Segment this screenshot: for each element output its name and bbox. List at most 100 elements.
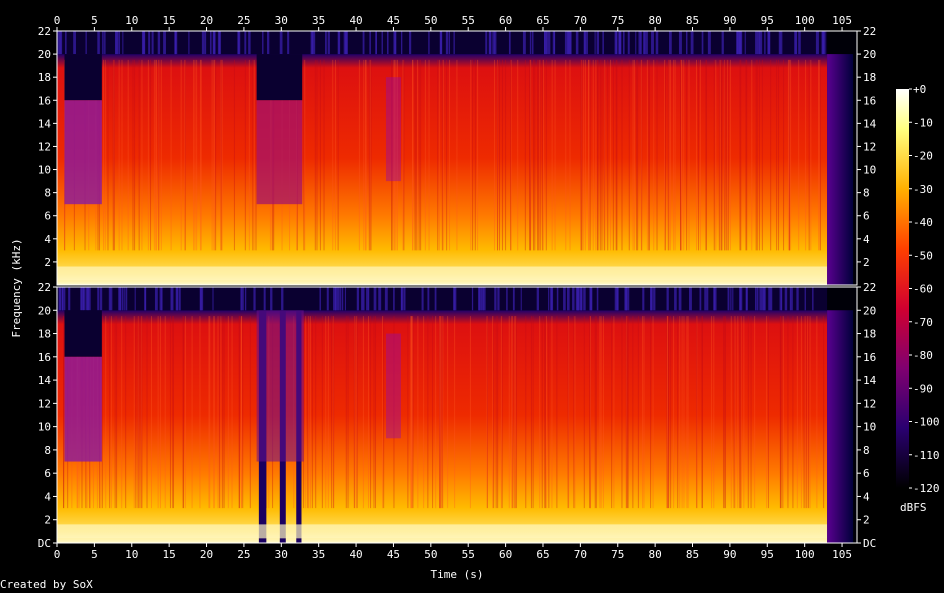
x-tick-label: 35 <box>312 548 325 561</box>
y-tick-label: 10 <box>38 421 51 434</box>
x-tick-label: 25 <box>237 548 250 561</box>
x-tick-label: 85 <box>686 548 699 561</box>
x-tick-label: 75 <box>611 14 624 27</box>
y-tick-label: 10 <box>863 164 876 177</box>
y-tick-label: 18 <box>38 328 51 341</box>
y-tick-label: 16 <box>863 351 876 364</box>
x-tick-label: 25 <box>237 14 250 27</box>
x-tick-label: 50 <box>424 14 437 27</box>
x-tick-label: 55 <box>462 548 475 561</box>
x-tick-label: 0 <box>54 14 61 27</box>
x-tick-label: 100 <box>795 14 815 27</box>
y-tick-label: 12 <box>863 397 876 410</box>
y-tick-label: 8 <box>863 444 870 457</box>
colorbar-tick-label: -110 <box>913 449 940 462</box>
colorbar-tick-label: -120 <box>913 482 940 495</box>
x-tick-label: 35 <box>312 14 325 27</box>
fade-out-region <box>827 310 854 543</box>
x-axis-label: Time (s) <box>431 568 484 581</box>
y-tick-label: 22 <box>863 25 876 38</box>
y-tick-label: 14 <box>38 117 52 130</box>
x-tick-label: 50 <box>424 548 437 561</box>
y-tick-label: 4 <box>44 233 51 246</box>
x-tick-label: 5 <box>91 14 98 27</box>
y-tick-label: DC <box>863 537 876 550</box>
x-tick-label: 80 <box>649 14 662 27</box>
colorbar-tick-label: -80 <box>913 349 933 362</box>
y-tick-label: DC <box>38 537 51 550</box>
x-tick-label: 85 <box>686 14 699 27</box>
spectrogram-body <box>57 54 828 285</box>
colorbar <box>896 89 909 488</box>
y-tick-label: 20 <box>38 48 51 61</box>
x-tick-label: 80 <box>649 548 662 561</box>
colorbar-label: dBFS <box>900 501 927 514</box>
x-tick-label: 15 <box>163 548 176 561</box>
x-tick-label: 20 <box>200 548 213 561</box>
x-tick-label: 0 <box>54 548 61 561</box>
x-tick-label: 90 <box>723 14 736 27</box>
x-tick-label: 45 <box>387 14 400 27</box>
x-tick-label: 70 <box>574 548 587 561</box>
colorbar-tick-label: +0 <box>913 83 926 96</box>
x-tick-label: 45 <box>387 548 400 561</box>
y-tick-label: 2 <box>863 256 870 269</box>
y-tick-label: 6 <box>44 467 51 480</box>
x-tick-label: 30 <box>275 14 288 27</box>
x-tick-label: 75 <box>611 548 624 561</box>
y-tick-label: 20 <box>863 304 876 317</box>
colorbar-tick-label: -70 <box>913 316 933 329</box>
y-tick-label: 14 <box>863 374 877 387</box>
x-tick-label: 5 <box>91 548 98 561</box>
colorbar-tick-label: -10 <box>913 116 933 129</box>
y-tick-label: 2 <box>44 256 51 269</box>
y-tick-label: 22 <box>38 281 51 294</box>
y-tick-label: 12 <box>863 140 876 153</box>
x-tick-label: 60 <box>499 548 512 561</box>
y-tick-label: 4 <box>863 490 870 503</box>
left-channel-panel <box>57 31 857 285</box>
x-tick-label: 30 <box>275 548 288 561</box>
y-tick-label: 6 <box>863 467 870 480</box>
colorbar-tick-label: -50 <box>913 249 933 262</box>
y-tick-label: 2 <box>863 514 870 527</box>
y-tick-label: 4 <box>863 233 870 246</box>
y-tick-label: 18 <box>863 71 876 84</box>
x-tick-label: 15 <box>163 14 176 27</box>
x-tick-label: 10 <box>125 548 138 561</box>
colorbar-tick-label: -40 <box>913 216 933 229</box>
y-tick-label: 10 <box>38 164 51 177</box>
x-tick-label: 95 <box>761 14 774 27</box>
y-tick-label: 4 <box>44 490 51 503</box>
x-tick-label: 40 <box>349 14 362 27</box>
x-tick-label: 105 <box>832 548 852 561</box>
x-tick-label: 95 <box>761 548 774 561</box>
y-axis-label: Frequency (kHz) <box>10 238 23 337</box>
y-tick-label: 12 <box>38 140 51 153</box>
y-tick-label: 8 <box>44 444 51 457</box>
y-tick-label: 6 <box>44 210 51 223</box>
y-tick-label: 16 <box>863 94 876 107</box>
x-tick-label: 60 <box>499 14 512 27</box>
x-tick-label: 90 <box>723 548 736 561</box>
y-tick-label: 18 <box>38 71 51 84</box>
y-tick-label: 22 <box>38 25 51 38</box>
colorbar-tick-label: -90 <box>913 382 933 395</box>
y-tick-label: 12 <box>38 397 51 410</box>
y-tick-label: 8 <box>44 187 51 200</box>
right-channel-panel <box>57 287 857 543</box>
spectrogram-body <box>57 310 828 543</box>
x-tick-label: 10 <box>125 14 138 27</box>
y-tick-label: 2 <box>44 514 51 527</box>
y-tick-label: 14 <box>863 117 877 130</box>
y-tick-label: 8 <box>863 187 870 200</box>
y-tick-label: 14 <box>38 374 52 387</box>
x-tick-label: 105 <box>832 14 852 27</box>
y-tick-label: 20 <box>863 48 876 61</box>
x-tick-label: 65 <box>536 14 549 27</box>
y-tick-label: 22 <box>863 281 876 294</box>
y-tick-label: 16 <box>38 94 51 107</box>
credit-text: Created by SoX <box>0 578 93 591</box>
colorbar-tick-label: -30 <box>913 183 933 196</box>
x-tick-label: 40 <box>349 548 362 561</box>
